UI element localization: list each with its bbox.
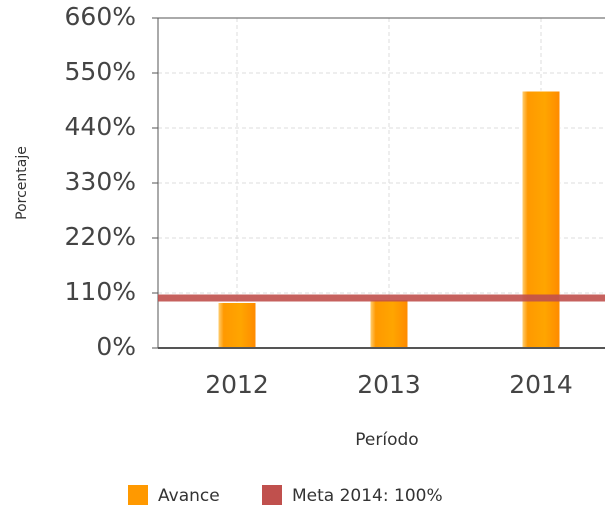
bar bbox=[521, 90, 561, 349]
bar bbox=[369, 299, 409, 349]
y-tick-label: 330% bbox=[65, 167, 136, 196]
x-axis-title: Período bbox=[355, 430, 418, 450]
x-tick-label: 2014 bbox=[509, 370, 573, 399]
y-tick-label: 220% bbox=[65, 222, 136, 251]
y-tick-label: 110% bbox=[65, 277, 136, 306]
legend-label: Avance bbox=[158, 486, 220, 506]
legend-label: Meta 2014: 100% bbox=[292, 486, 443, 506]
bar bbox=[217, 302, 257, 349]
y-tick-label: 440% bbox=[65, 112, 136, 141]
y-tick-label: 660% bbox=[65, 2, 136, 31]
y-axis-title: Porcentaje bbox=[14, 146, 30, 220]
legend-swatch bbox=[262, 485, 282, 505]
x-tick-label: 2013 bbox=[357, 370, 421, 399]
y-tick-label: 550% bbox=[65, 57, 136, 86]
x-tick-label: 2012 bbox=[205, 370, 269, 399]
legend-swatch bbox=[128, 485, 148, 505]
y-tick-label: 0% bbox=[96, 332, 136, 361]
